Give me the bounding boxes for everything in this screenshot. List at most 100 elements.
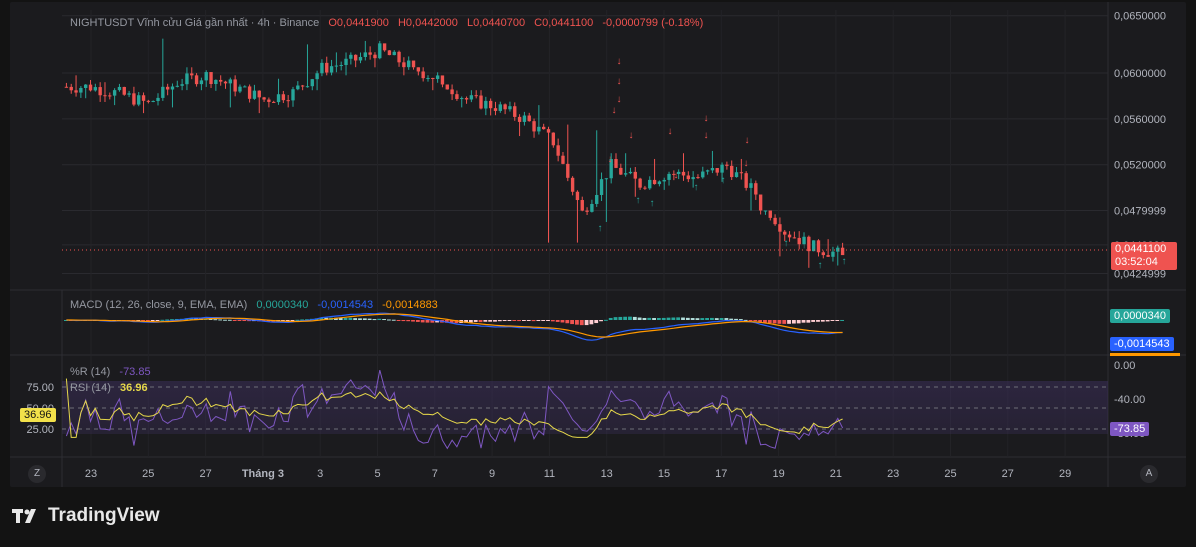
macd-histogram-bar [560,320,565,323]
macd-histogram-bar [758,320,763,322]
candle-body [156,97,160,102]
time-tick-label: 21 [830,468,842,480]
candle-body [141,95,146,101]
candle-body [170,86,175,90]
macd-histogram-bar [671,317,676,320]
candle-body [623,173,628,175]
macd-histogram-bar [565,320,570,324]
candle-body [223,81,228,84]
wr-tick-label: 0.00 [1114,360,1135,372]
time-axis[interactable]: 23 25 27 Tháng 3 3 5 7 9 11 13 15 17 19 21 23 25 27 29 [85,468,1071,480]
macd-histogram-bar [599,320,603,322]
macd-histogram-bar [362,318,367,320]
candle-body [754,183,758,195]
macd-histogram-bar [816,320,820,322]
candle-body [484,100,488,109]
macd-histogram-bar [753,320,758,321]
macd-histogram-bar [242,320,247,321]
macd-histogram-bar [676,317,681,320]
candle-body [522,115,527,122]
macd-histogram-bar [290,320,295,321]
candle-body [257,90,261,98]
macd-histogram-bar [449,320,454,323]
candle-body [315,73,319,80]
candle-body [783,231,787,235]
candle-body [378,43,382,59]
candle-body [407,60,411,68]
candle-body [238,86,242,92]
candle-body [300,85,305,87]
macd-histogram-bar [613,317,618,320]
candle-body [411,60,416,68]
candle-body [146,100,151,102]
macd-histogram-bar [710,317,714,320]
sell-arrow: ↓ [704,130,709,141]
price-tick-label: 0,0560000 [1114,114,1166,126]
macd-histogram-bar [247,320,252,322]
macd-histogram-bar [632,316,637,320]
macd-histogram-bar [464,320,468,323]
time-tick-label: 13 [601,468,613,480]
macd-histogram-bar [174,318,179,320]
signal-arrows: ↓↓↓↓↓↓ ↓↓↓ ↓↓↓↑↑ ↑↑↑↑↑ ↑↑ [598,56,847,271]
candle-body [575,191,580,201]
price-axis[interactable]: 0,0650000 0,0600000 0,0560000 0,0520000 0,04… [1114,11,1166,281]
macd-histogram-bar [473,320,478,322]
price-tick-label: 0,0520000 [1114,160,1166,172]
candle-body [787,234,792,238]
macd-histogram-bar [430,320,435,323]
sell-arrow: ↓ [629,130,634,141]
candle-body [792,237,797,239]
macd-pane [64,312,844,341]
candle-body [194,75,199,85]
macd-histogram-bar [237,320,242,321]
candle-body [329,66,334,73]
candle-body [117,86,122,91]
last-price-tag: 0,0441100 03:52:04 [1111,242,1177,270]
macd-signal-value: -0,0014883 [382,299,438,311]
candle-body [816,240,821,253]
time-tick-label: 25 [142,468,154,480]
candle-body [281,94,286,101]
candle-body [715,168,719,173]
macd-histogram-bar [666,317,671,320]
macd-histogram-bar [637,317,642,320]
candle-body [546,129,551,133]
macd-signal-tag [1110,353,1180,356]
sell-arrow: ↓ [617,76,622,87]
tradingview-logo-icon [12,509,36,523]
candle-body [127,93,131,95]
macd-line [66,312,843,341]
auto-scale-button[interactable]: A [1140,465,1158,483]
candle-body [199,80,204,85]
price-tick-label: 0,0650000 [1114,11,1166,23]
time-tick-label: 23 [85,468,97,480]
candle-body [811,240,816,252]
macd-histogram-bar [300,319,305,321]
macd-histogram-bar [145,320,150,321]
macd-histogram-bar [531,320,536,322]
macd-histogram-bar [724,318,729,320]
close-value: C0,0441100 [534,17,594,29]
buy-arrow: ↑ [694,182,699,193]
candle-body [614,159,618,168]
macd-histogram-bar [280,320,285,322]
candle-body [691,177,695,180]
time-tick-label: 19 [772,468,784,480]
candle-body [730,165,734,178]
candle-body [826,255,830,257]
macd-line-value: -0,0014543 [317,299,374,311]
candle-body [696,177,700,179]
candle-body [566,163,570,178]
candle-body [508,106,512,110]
macd-histogram-bar [555,320,560,322]
macd-histogram-bar [223,319,227,321]
zoom-button[interactable]: Z [28,465,46,483]
candle-body [537,126,541,132]
candle-body [503,104,507,110]
macd-histogram-bar [700,318,705,320]
macd-histogram-bar [420,320,425,323]
macd-histogram-bar [806,320,811,323]
candle-body [570,177,575,192]
